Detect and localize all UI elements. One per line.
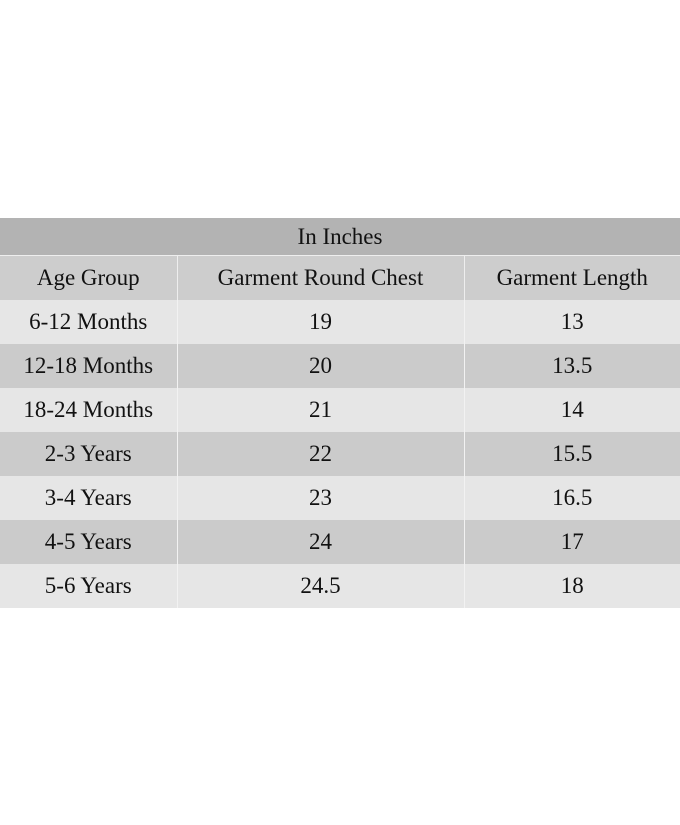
cell-length: 16.5 xyxy=(463,476,680,520)
header-garment-length: Garment Length xyxy=(463,255,680,300)
table-row: 3-4 Years 23 16.5 xyxy=(0,476,680,520)
table-row: 5-6 Years 24.5 18 xyxy=(0,564,680,608)
table-row: 12-18 Months 20 13.5 xyxy=(0,344,680,388)
cell-round-chest: 24 xyxy=(176,520,464,564)
cell-round-chest: 20 xyxy=(176,344,464,388)
table-row: 6-12 Months 19 13 xyxy=(0,300,680,344)
cell-length: 18 xyxy=(463,564,680,608)
cell-age-group: 18-24 Months xyxy=(0,388,177,432)
cell-round-chest: 23 xyxy=(176,476,464,520)
cell-length: 13 xyxy=(463,300,680,344)
cell-round-chest: 19 xyxy=(176,300,464,344)
header-garment-round-chest: Garment Round Chest xyxy=(176,255,464,300)
cell-age-group: 12-18 Months xyxy=(0,344,177,388)
table-row: 4-5 Years 24 17 xyxy=(0,520,680,564)
cell-length: 14 xyxy=(463,388,680,432)
cell-age-group: 6-12 Months xyxy=(0,300,177,344)
cell-round-chest: 22 xyxy=(176,432,464,476)
cell-length: 13.5 xyxy=(463,344,680,388)
cell-round-chest: 24.5 xyxy=(176,564,464,608)
table-row: 2-3 Years 22 15.5 xyxy=(0,432,680,476)
table-header-row: Age Group Garment Round Chest Garment Le… xyxy=(0,255,680,300)
cell-age-group: 2-3 Years xyxy=(0,432,177,476)
table-caption-row: In Inches xyxy=(0,218,680,256)
cell-age-group: 4-5 Years xyxy=(0,520,177,564)
table-caption: In Inches xyxy=(0,218,680,256)
size-chart-table: In Inches Age Group Garment Round Chest … xyxy=(0,218,680,608)
table-row: 18-24 Months 21 14 xyxy=(0,388,680,432)
cell-age-group: 3-4 Years xyxy=(0,476,177,520)
cell-age-group: 5-6 Years xyxy=(0,564,177,608)
cell-round-chest: 21 xyxy=(176,388,464,432)
cell-length: 15.5 xyxy=(463,432,680,476)
header-age-group: Age Group xyxy=(0,255,177,300)
cell-length: 17 xyxy=(463,520,680,564)
